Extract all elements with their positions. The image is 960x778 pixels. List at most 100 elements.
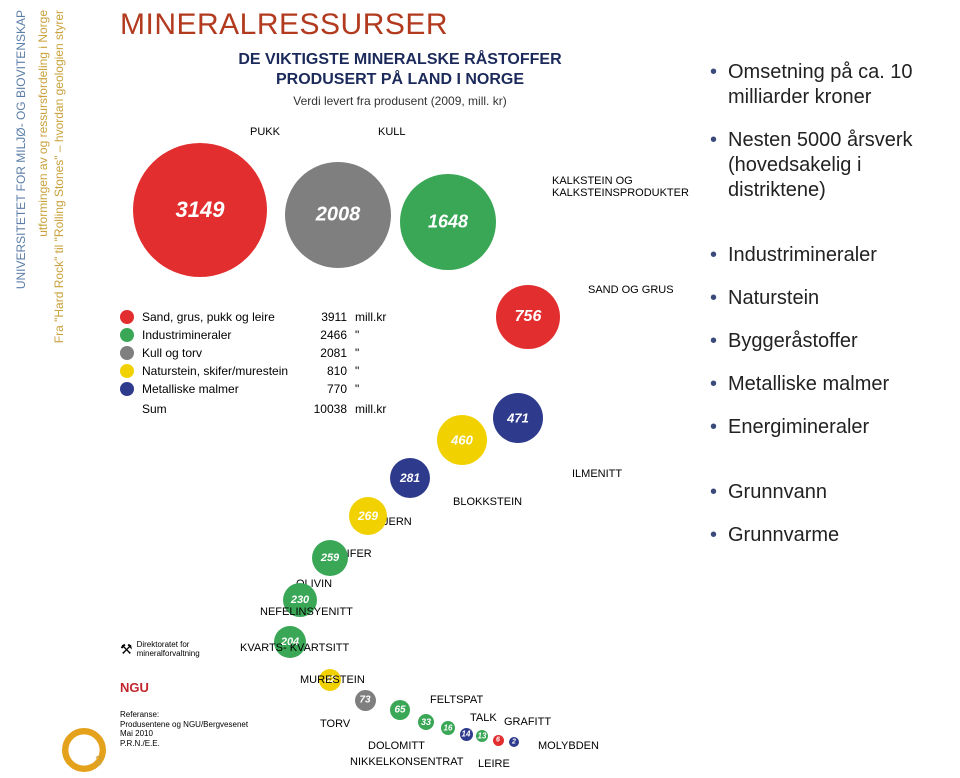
- bubble-value: 33: [421, 717, 431, 727]
- logo-ngu: NGU: [120, 680, 149, 695]
- legend-value: 2466: [307, 328, 347, 342]
- bubble-dolomitt: 33: [418, 714, 434, 730]
- bubble-label-feltspat: FELTSPAT: [430, 694, 483, 706]
- bullet-item: Metalliske malmer: [710, 372, 950, 397]
- bubble-torv: 73: [355, 690, 376, 711]
- bubble-molybden: 2: [509, 737, 519, 747]
- sidebar-line-2: utformingen av og ressursfordeling i Nor…: [36, 10, 50, 237]
- bullet-item: Energimineraler: [710, 415, 950, 440]
- bubble-value: 13: [478, 732, 487, 741]
- bubble-label-nefelin: NEFELINSYENITT: [260, 606, 353, 618]
- legend-sum-label: Sum: [142, 402, 307, 416]
- bubble-value: 14: [462, 730, 471, 739]
- bullet-item: Omsetning på ca. 10 milliarder kroner: [710, 60, 950, 110]
- bubble-jern: 281: [390, 458, 430, 498]
- bubble-grafitt: 13: [476, 730, 488, 742]
- bubble-label-molybden: MOLYBDEN: [538, 740, 599, 752]
- bubble-label-blokkstein: BLOKKSTEIN: [453, 496, 522, 508]
- chart-reference: Referanse: Produsentene og NGU/Bergvesen…: [120, 710, 248, 770]
- chart-area: DE VIKTIGSTE MINERALSKE RÅSTOFFER PRODUS…: [120, 50, 680, 770]
- bubble-label-leire: LEIRE: [478, 758, 510, 770]
- bubble-value: 471: [507, 411, 529, 426]
- bubble-label-sand-og-grus: SAND OG GRUS: [588, 284, 674, 296]
- logo-mineral-dir-text: Direktoratet for mineralforvaltning: [137, 640, 200, 658]
- bullet-item: Grunnvarme: [710, 523, 950, 548]
- bubble-ilmenitt: 471: [493, 393, 543, 443]
- legend-row: Naturstein, skifer/murestein810 ": [120, 364, 395, 378]
- bubble-olivin: 259: [312, 540, 348, 576]
- crest-icon: ⚒: [120, 641, 133, 658]
- bubble-value: 6: [496, 737, 500, 744]
- bubble-value: 230: [291, 594, 309, 606]
- bullet-group-1: Omsetning på ca. 10 milliarder kroner Nes…: [710, 60, 950, 203]
- bubble-value: 73: [359, 695, 370, 706]
- bubble-sand-grus: 1648: [400, 174, 496, 270]
- bubble-nikkel: 14: [460, 728, 473, 741]
- right-column: Omsetning på ca. 10 milliarder kroner Nes…: [710, 60, 950, 566]
- bubble-value: 65: [394, 705, 405, 716]
- bubble-value: 460: [451, 433, 473, 448]
- sidebar-line-1: Fra "Hard Rock" til "Rolling Stones" – h…: [52, 10, 66, 343]
- bubble-value: 2: [512, 739, 516, 746]
- bubble-value: 269: [358, 509, 378, 523]
- sidebar: Fra "Hard Rock" til "Rolling Stones" – h…: [0, 0, 90, 778]
- legend-sum: Sum10038mill.kr: [120, 402, 395, 416]
- legend-unit: mill.kr: [355, 310, 395, 324]
- bubble-value: 16: [444, 724, 453, 733]
- legend-dot-icon: [120, 382, 134, 396]
- bubble-label-kull: KULL: [378, 126, 406, 138]
- bullet-item: Byggeråstoffer: [710, 329, 950, 354]
- legend-unit: ": [355, 346, 395, 360]
- legend-dot-icon: [120, 364, 134, 378]
- legend-sum-unit: mill.kr: [355, 402, 395, 416]
- legend-value: 770: [307, 382, 347, 396]
- bullet-group-2: Industrimineraler Naturstein Byggeråstoffe…: [710, 243, 950, 440]
- bullet-group-3: Grunnvann Grunnvarme: [710, 480, 950, 548]
- bubble-label-murestein: MURESTEIN: [300, 674, 365, 686]
- legend-row: Industrimineraler2466": [120, 328, 395, 342]
- legend-unit: ": [355, 382, 395, 396]
- bubble-sand-og-grus: 756: [496, 285, 560, 349]
- bubble-blokkstein: 460: [437, 415, 487, 465]
- legend-unit: ": [355, 364, 395, 378]
- bubble-value: 3149: [176, 197, 225, 223]
- legend-row: Kull og torv2081 ": [120, 346, 395, 360]
- bubble-pukk: 3149: [133, 143, 267, 277]
- sidebar-line-3: UNIVERSITETET FOR MILJØ- OG BIOVITENSKAP: [14, 10, 28, 289]
- bubble-feltspat: 65: [390, 700, 410, 720]
- bubble-label-kvarts: KVARTS- KVARTSITT: [240, 642, 349, 654]
- bullet-item: Industrimineraler: [710, 243, 950, 268]
- bubble-label-talk: TALK: [470, 712, 497, 724]
- legend-label: Kull og torv: [142, 346, 307, 360]
- bubble-value: 281: [400, 471, 420, 485]
- bullet-item: Naturstein: [710, 286, 950, 311]
- bullet-item: Nesten 5000 årsverk (hovedsakelig i dist…: [710, 128, 950, 203]
- bubble-label-pukk: PUKK: [250, 126, 280, 138]
- bubble-leire: 6: [493, 735, 504, 746]
- logo-mineral-dir: ⚒ Direktoratet for mineralforvaltning: [120, 640, 200, 658]
- bubble-label-jern: JERN: [383, 516, 412, 528]
- bubble-value: 259: [321, 552, 339, 564]
- bubble-value: 1648: [428, 212, 468, 233]
- chart-legend: Sand, grus, pukk og leire3911mill.kr Indu…: [120, 310, 395, 416]
- bubble-kull: 2008: [285, 162, 391, 268]
- legend-row: Metalliske malmer770 ": [120, 382, 395, 396]
- bubble-value: 2008: [316, 204, 361, 227]
- bubble-label-torv: TORV: [320, 718, 350, 730]
- ngu-text: NGU: [120, 680, 149, 695]
- bubble-label-kalkstein: KALKSTEIN OG KALKSTEINSPRODUKTER: [552, 175, 689, 199]
- legend-dot-icon: [120, 328, 134, 342]
- legend-label: Sand, grus, pukk og leire: [142, 310, 307, 324]
- bubble-skifer: 269: [349, 497, 387, 535]
- legend-value: 810: [307, 364, 347, 378]
- slide-title: MINERALRESSURSER: [120, 8, 448, 42]
- legend-dot-icon: [120, 310, 134, 324]
- legend-row: Sand, grus, pukk og leire3911mill.kr: [120, 310, 395, 324]
- legend-dot-icon: [120, 346, 134, 360]
- legend-label: Naturstein, skifer/murestein: [142, 364, 307, 378]
- bubble-label-grafitt: GRAFITT: [504, 716, 551, 728]
- bullet-item: Grunnvann: [710, 480, 950, 505]
- legend-label: Metalliske malmer: [142, 382, 307, 396]
- legend-label: Industrimineraler: [142, 328, 307, 342]
- legend-value: 2081: [307, 346, 347, 360]
